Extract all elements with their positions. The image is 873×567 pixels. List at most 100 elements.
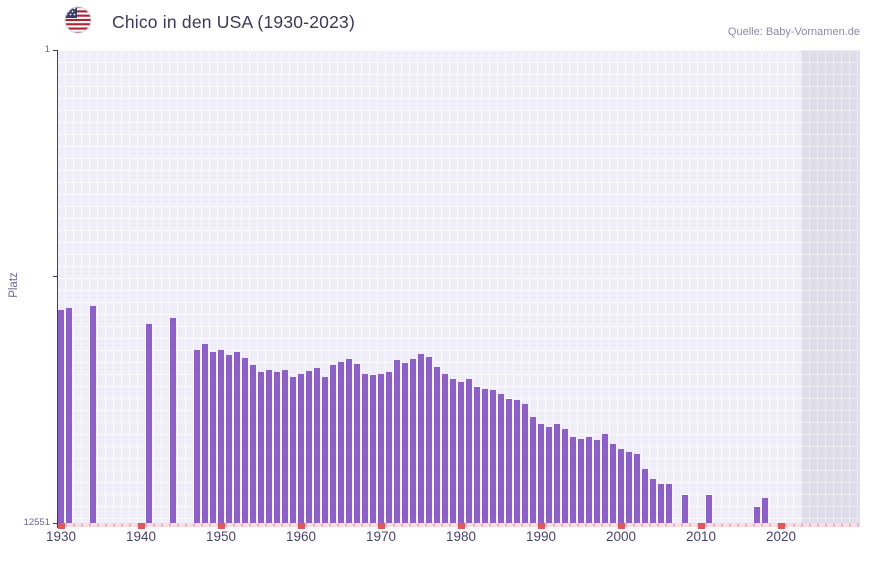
bar-2002[interactable] (634, 453, 640, 523)
y-axis-top-label: 1 (44, 44, 50, 55)
x-tick-label-2020: 2020 (765, 529, 797, 544)
y-tick-mark-6000 (53, 276, 57, 278)
x-tick-mark-2010 (697, 523, 705, 529)
bar-1941[interactable] (146, 323, 152, 523)
x-tick-label-2010: 2010 (685, 529, 717, 544)
bar-1948[interactable] (202, 343, 208, 523)
bar-1983[interactable] (482, 388, 488, 523)
bar-2006[interactable] (666, 483, 672, 523)
bar-1976[interactable] (426, 357, 432, 523)
no-data-region (801, 50, 860, 523)
bar-1991[interactable] (546, 426, 552, 523)
bar-1975[interactable] (418, 354, 424, 523)
chart-title: Chico in den USA (1930-2023) (112, 12, 355, 32)
bar-1960[interactable] (298, 374, 304, 523)
bar-1962[interactable] (314, 368, 320, 523)
x-tick-mark-1990 (537, 523, 545, 529)
x-tick-mark-1960 (297, 523, 305, 529)
bar-1959[interactable] (290, 376, 296, 523)
x-tick-label-1960: 1960 (285, 529, 317, 544)
bar-1998[interactable] (602, 434, 608, 523)
bar-1999[interactable] (610, 443, 616, 523)
bar-1947[interactable] (194, 349, 200, 523)
bar-1996[interactable] (586, 437, 592, 523)
bar-2018[interactable] (762, 497, 768, 523)
x-tick-label-2000: 2000 (605, 529, 637, 544)
x-tick-mark-1970 (377, 523, 385, 529)
bar-1977[interactable] (434, 366, 440, 523)
bar-1979[interactable] (450, 378, 456, 523)
bar-2001[interactable] (626, 452, 632, 523)
bar-1965[interactable] (338, 362, 344, 523)
bar-1990[interactable] (538, 423, 544, 523)
bar-2004[interactable] (650, 478, 656, 523)
y-tick-mark-1 (53, 50, 57, 51)
bar-1950[interactable] (218, 349, 224, 523)
x-tick-mark-1930 (57, 523, 65, 529)
bar-1967[interactable] (354, 363, 360, 523)
x-tick-label-1930: 1930 (45, 529, 77, 544)
bar-1984[interactable] (490, 389, 496, 523)
bar-2005[interactable] (658, 483, 664, 523)
bar-1987[interactable] (514, 400, 520, 523)
x-tick-label-1940: 1940 (125, 529, 157, 544)
bar-1966[interactable] (346, 359, 352, 523)
bar-1934[interactable] (90, 306, 96, 523)
bar-2017[interactable] (754, 506, 760, 523)
bar-2008[interactable] (682, 494, 688, 523)
bar-1992[interactable] (554, 423, 560, 523)
bar-1980[interactable] (458, 382, 464, 523)
x-tick-mark-1940 (137, 523, 145, 529)
bar-1956[interactable] (266, 369, 272, 523)
bar-1930[interactable] (58, 310, 64, 523)
bar-1974[interactable] (410, 359, 416, 523)
bar-1963[interactable] (322, 376, 328, 523)
y-tick-mark-12551 (53, 523, 57, 524)
bar-2000[interactable] (618, 449, 624, 523)
bar-1949[interactable] (210, 351, 216, 523)
bar-1997[interactable] (594, 440, 600, 523)
x-tick-mark-1980 (457, 523, 465, 529)
bar-1952[interactable] (234, 351, 240, 523)
bar-1993[interactable] (562, 429, 568, 523)
plot-canvas (57, 50, 860, 529)
bar-1971[interactable] (386, 371, 392, 523)
bar-1970[interactable] (378, 374, 384, 523)
bar-1973[interactable] (402, 362, 408, 523)
bar-1994[interactable] (570, 437, 576, 523)
source-attribution: Quelle: Baby-Vornamen.de (727, 26, 860, 38)
bar-1964[interactable] (330, 365, 336, 523)
y-axis-line (57, 50, 58, 528)
x-tick-mark-2000 (617, 523, 625, 529)
bar-1972[interactable] (394, 360, 400, 523)
bar-1995[interactable] (578, 438, 584, 523)
bar-1955[interactable] (258, 371, 264, 523)
bar-1969[interactable] (370, 374, 376, 523)
bar-2003[interactable] (642, 469, 648, 523)
bar-1961[interactable] (306, 371, 312, 523)
x-tick-label-1990: 1990 (525, 529, 557, 544)
bar-1954[interactable] (250, 365, 256, 523)
x-axis-labels: 1930 1940 1950 1960 1970 1980 1990 2000 2010 2020 (46, 529, 860, 551)
x-tick-label-1970: 1970 (365, 529, 397, 544)
bar-1931[interactable] (66, 308, 72, 523)
bar-1988[interactable] (522, 403, 528, 523)
bar-1989[interactable] (530, 417, 536, 523)
x-tick-mark-1950 (217, 523, 225, 529)
us-flag-icon (64, 6, 92, 34)
x-tick-label-1950: 1950 (205, 529, 237, 544)
bar-1985[interactable] (498, 394, 504, 523)
bar-1978[interactable] (442, 374, 448, 523)
bar-1982[interactable] (474, 386, 480, 523)
bar-1957[interactable] (274, 371, 280, 523)
bar-1944[interactable] (170, 317, 176, 523)
bar-1968[interactable] (362, 374, 368, 523)
bar-1953[interactable] (242, 357, 248, 523)
bar-1981[interactable] (466, 378, 472, 523)
bar-1986[interactable] (506, 398, 512, 523)
bar-1958[interactable] (282, 369, 288, 523)
x-tick-mark-2020 (777, 523, 785, 529)
x-tick-label-1980: 1980 (445, 529, 477, 544)
bar-1951[interactable] (226, 354, 232, 523)
bar-2011[interactable] (706, 494, 712, 523)
